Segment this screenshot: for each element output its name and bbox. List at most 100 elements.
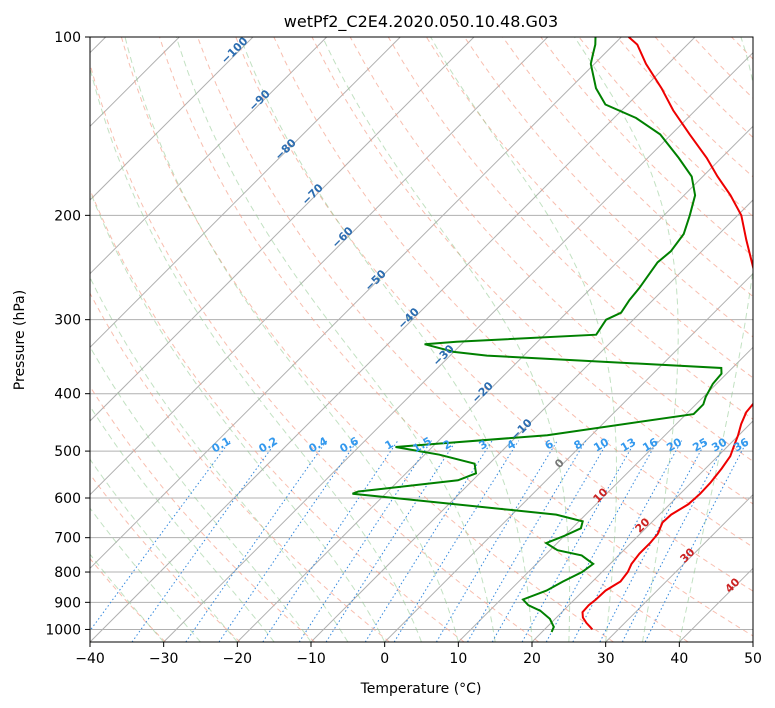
dry-adiabat-line [90, 62, 540, 642]
moist-adiabat-line [574, 37, 679, 642]
dry-adiabat-line [692, 37, 753, 99]
moist-adiabat-line [90, 405, 275, 642]
dry-adiabat-label: −50 [362, 267, 389, 294]
plot-frame [89, 36, 754, 643]
dry-adiabat-line [120, 37, 614, 642]
moist-adiabat-line [90, 189, 386, 642]
y-tick-label: 100 [54, 30, 81, 46]
dry-adiabat-line [90, 385, 316, 642]
isotherm-gridline [90, 37, 401, 349]
isotherm-gridline [236, 125, 753, 642]
x-tick-label: 40 [670, 651, 688, 667]
dry-adiabat-line [425, 37, 753, 379]
dry-adiabat-line [273, 37, 753, 548]
dry-adiabat-label: −20 [469, 379, 496, 406]
moist-adiabat-line [90, 553, 165, 642]
mixing-ratio-label: 2 [441, 437, 454, 452]
dry-adiabat-line [197, 37, 753, 637]
moist-adiabat-line [124, 37, 459, 642]
temperature-profile-line [581, 37, 753, 631]
mixing-ratio-line [599, 440, 707, 642]
moist-adiabat-line [239, 37, 533, 642]
moist-adiabat-line [90, 276, 349, 642]
dry-adiabat-line [90, 557, 166, 642]
dry-adiabat-line [311, 37, 753, 505]
mixing-ratio-label: 0.6 [338, 434, 362, 455]
x-tick-label: 10 [449, 651, 467, 667]
isotherm-value-label: 10 [591, 485, 611, 505]
mixing-ratio-line [621, 440, 728, 642]
dry-adiabat-line [387, 37, 753, 420]
isotherm-gridline [90, 37, 328, 275]
y-tick-label: 300 [54, 313, 81, 329]
dry-adiabat-line [159, 37, 689, 642]
mixing-ratio-line [393, 440, 520, 642]
isotherm-gridline [90, 37, 696, 642]
mixing-ratio-label: 0.4 [307, 434, 331, 455]
mixing-ratio-line [218, 440, 358, 642]
moist-adiabat-line [90, 458, 238, 642]
x-tick-label: −10 [296, 651, 326, 667]
isotherm-gridline [163, 51, 753, 642]
dry-adiabat-line [464, 37, 753, 338]
dry-adiabat-label: −70 [299, 181, 326, 208]
mixing-ratio-line [644, 440, 748, 642]
mixing-ratio-line [262, 440, 399, 642]
moist-adiabat-line [90, 65, 422, 642]
moist-adiabat-line [430, 37, 617, 642]
moist-adiabat-line [322, 37, 571, 642]
dry-adiabat-label: −90 [246, 87, 273, 114]
moist-adiabat-line [678, 37, 753, 642]
y-tick-label: 1000 [45, 622, 81, 638]
mixing-ratio-line [572, 440, 683, 642]
isotherm-value-label: 40 [723, 575, 743, 595]
isotherm-gridline [605, 493, 753, 642]
mixing-ratio-label: 0.2 [257, 434, 280, 455]
y-tick-label: 500 [54, 444, 81, 460]
isotherm-value-label: 20 [633, 515, 653, 535]
dry-adiabat-line [578, 37, 753, 218]
dry-adiabat-label: −40 [395, 305, 422, 332]
x-axis-label: Temperature (°C) [360, 681, 482, 697]
isotherm-gridline [384, 272, 753, 642]
isotherm-value-label: 30 [678, 545, 698, 565]
x-tick-label: 20 [523, 651, 541, 667]
y-tick-label: 600 [54, 491, 81, 507]
isotherm-gridline [531, 420, 753, 642]
mixing-ratio-line [435, 440, 558, 642]
dry-adiabat-line [90, 473, 241, 642]
x-tick-label: −40 [75, 651, 105, 667]
axis-ticks: −40 −30 −20 −10 0 10 20 30 40 5010020030040050060… [45, 30, 762, 667]
mixing-ratio-line [521, 440, 637, 642]
mixing-ratio-line [491, 440, 609, 642]
mixing-ratio-label: 1 [383, 437, 396, 452]
mixing-ratio-line [545, 440, 659, 642]
dry-adiabat-line [90, 188, 465, 642]
x-tick-label: 30 [597, 651, 615, 667]
y-tick-label: 200 [54, 208, 81, 224]
zero-isotherm-label: 0 [552, 456, 567, 471]
isotherm-gridline [90, 37, 254, 201]
isotherm-gridline [310, 199, 753, 642]
y-tick-label: 400 [54, 387, 81, 403]
chart-title: wetPf2_C2E4.2020.050.10.48.G03 [284, 12, 558, 32]
isotherm-gridline [90, 37, 549, 496]
moist-adiabat-line [90, 345, 312, 642]
mixing-ratio-line [325, 440, 457, 642]
dry-adiabat-line [770, 37, 775, 642]
mixing-ratio-line [467, 440, 587, 642]
y-tick-label: 700 [54, 531, 81, 547]
dry-adiabat-label: −100 [219, 34, 251, 66]
x-tick-label: −20 [223, 651, 253, 667]
isotherm-gridline [90, 37, 622, 570]
mixing-ratio-line [90, 440, 231, 632]
plot-area: −100−90−80−70−60−50−40−30−20−10010203040… [90, 34, 775, 642]
mixing-ratio-line [364, 440, 493, 642]
mixing-ratio-line [131, 440, 278, 642]
x-tick-label: −30 [149, 651, 179, 667]
dry-adiabat-label: −60 [329, 224, 356, 251]
x-tick-label: 0 [380, 651, 389, 667]
dry-adiabat-label: −80 [272, 136, 299, 163]
dry-adiabat-line [90, 292, 390, 642]
